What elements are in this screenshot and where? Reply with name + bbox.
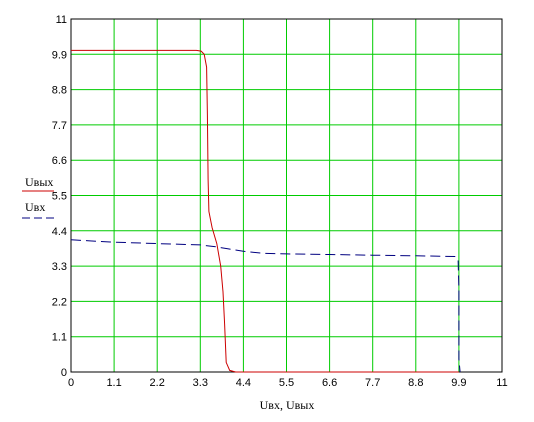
y-tick-label: 1.1 xyxy=(52,332,67,344)
y-tick-label: 8.8 xyxy=(52,85,67,97)
x-tick-label: 3.3 xyxy=(193,377,208,389)
y-tick-label: 11 xyxy=(56,14,67,26)
y-tick-label: 2.2 xyxy=(52,296,67,308)
y-tick-labels: 0 1.1 2.2 3.3 4.4 5.5 6.6 7.7 8.8 9.9 11 xyxy=(52,14,67,379)
x-tick-label: 9.9 xyxy=(451,377,466,389)
data-series xyxy=(70,49,461,373)
y-tick-label: 5.5 xyxy=(52,191,67,203)
grid-lines xyxy=(71,19,502,372)
x-tick-labels: 0 1.1 2.2 3.3 4.4 5.5 6.6 7.7 8.8 9.9 11 xyxy=(68,377,508,389)
series-line-uvyh xyxy=(71,49,459,373)
x-tick-label: 7.7 xyxy=(365,377,380,389)
y-tick-label: 4.4 xyxy=(52,226,67,238)
y-tick-label: 9.9 xyxy=(52,49,67,61)
x-tick-label: 4.4 xyxy=(236,377,251,389)
x-tick-label: 5.5 xyxy=(279,377,294,389)
y-tick-label: 6.6 xyxy=(52,155,67,167)
x-axis-title: Uвх, Uвых xyxy=(260,398,315,412)
x-tick-label: 2.2 xyxy=(150,377,165,389)
series-line-uvh xyxy=(70,239,461,373)
x-tick-label: 1.1 xyxy=(106,377,121,389)
x-tick-label: 8.8 xyxy=(408,377,423,389)
x-tick-label: 11 xyxy=(496,377,507,389)
y-tick-label: 3.3 xyxy=(52,261,67,273)
x-tick-label: 6.6 xyxy=(322,377,337,389)
legend: Uвых Uвх xyxy=(22,175,54,219)
x-tick-label: 0 xyxy=(68,377,74,389)
y-tick-label: 7.7 xyxy=(52,120,67,132)
legend-label-uvh: Uвх xyxy=(25,200,45,214)
legend-label-uvyh: Uвых xyxy=(25,175,53,189)
y-tick-label: 0 xyxy=(61,367,67,379)
